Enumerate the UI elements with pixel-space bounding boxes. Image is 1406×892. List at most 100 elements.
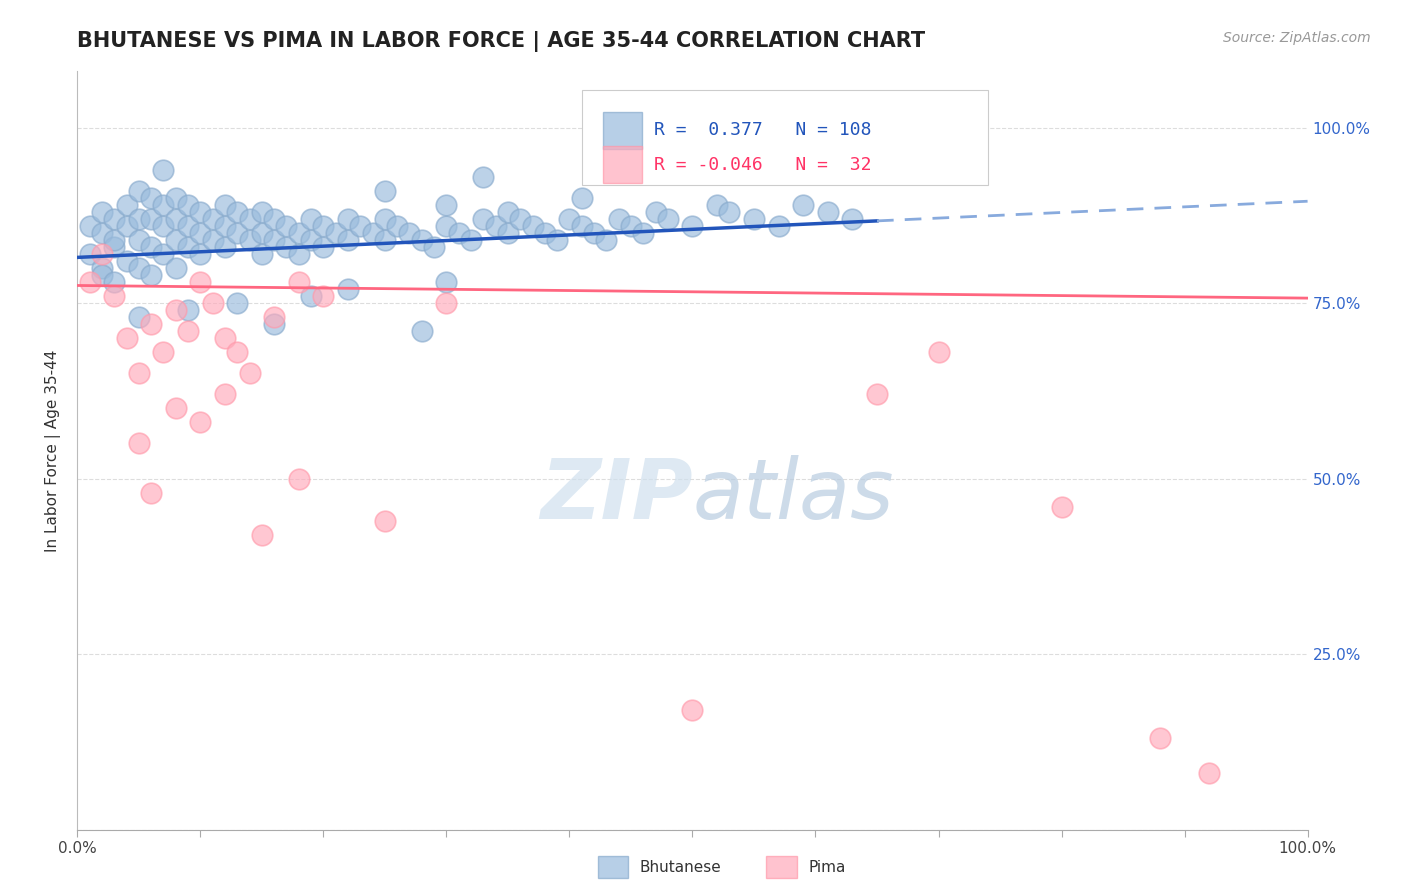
Point: [263, 211, 285, 226]
Point: [436, 219, 458, 233]
Point: [115, 254, 138, 268]
Point: [165, 191, 187, 205]
Text: ZIP: ZIP: [540, 456, 693, 536]
Point: [239, 211, 262, 226]
Point: [239, 233, 262, 247]
Point: [768, 219, 790, 233]
Point: [436, 275, 458, 289]
Point: [633, 226, 655, 240]
Point: [177, 198, 200, 212]
Point: [250, 204, 273, 219]
Point: [79, 219, 101, 233]
Point: [620, 219, 643, 233]
Y-axis label: In Labor Force | Age 35-44: In Labor Force | Age 35-44: [45, 350, 62, 551]
Point: [177, 303, 200, 318]
Point: [583, 226, 606, 240]
Point: [90, 204, 114, 219]
Point: [79, 275, 101, 289]
Point: [472, 169, 495, 184]
Point: [349, 219, 371, 233]
Point: [411, 233, 433, 247]
Point: [485, 219, 508, 233]
Point: [312, 219, 335, 233]
Point: [226, 296, 249, 310]
FancyBboxPatch shape: [582, 90, 988, 186]
Point: [288, 275, 311, 289]
Text: R =  0.377   N = 108: R = 0.377 N = 108: [654, 121, 872, 139]
Point: [214, 240, 236, 254]
Point: [374, 514, 396, 528]
Point: [682, 219, 704, 233]
Point: [250, 527, 273, 541]
Point: [496, 204, 519, 219]
Point: [436, 296, 458, 310]
Point: [312, 240, 335, 254]
Point: [90, 247, 114, 261]
Bar: [766, 856, 797, 878]
Point: [128, 211, 150, 226]
Point: [325, 226, 347, 240]
Text: BHUTANESE VS PIMA IN LABOR FORCE | AGE 35-44 CORRELATION CHART: BHUTANESE VS PIMA IN LABOR FORCE | AGE 3…: [77, 31, 925, 53]
Point: [276, 240, 298, 254]
Point: [128, 233, 150, 247]
Point: [385, 219, 409, 233]
Point: [152, 162, 174, 177]
Point: [115, 219, 138, 233]
Point: [141, 268, 163, 282]
Point: [841, 211, 863, 226]
Point: [90, 226, 114, 240]
Point: [299, 289, 322, 303]
Point: [250, 226, 273, 240]
Point: [312, 289, 335, 303]
Point: [128, 310, 150, 324]
Point: [682, 703, 704, 717]
Point: [595, 233, 617, 247]
Point: [165, 260, 187, 275]
Text: Pima: Pima: [808, 860, 846, 874]
Point: [571, 191, 593, 205]
Point: [374, 211, 396, 226]
Point: [152, 345, 174, 359]
Point: [188, 275, 212, 289]
Point: [103, 240, 125, 254]
Point: [1050, 500, 1073, 514]
Point: [165, 401, 187, 416]
Point: [188, 226, 212, 240]
Point: [90, 260, 114, 275]
Bar: [603, 146, 643, 183]
Point: [201, 211, 224, 226]
Point: [165, 211, 187, 226]
Point: [718, 204, 741, 219]
Point: [115, 331, 138, 345]
Point: [201, 233, 224, 247]
Point: [141, 191, 163, 205]
Point: [90, 268, 114, 282]
Point: [214, 331, 236, 345]
Point: [866, 387, 889, 401]
Point: [239, 366, 262, 380]
Point: [817, 204, 839, 219]
Point: [288, 226, 311, 240]
Point: [128, 366, 150, 380]
Point: [1198, 766, 1220, 780]
Point: [115, 198, 138, 212]
Point: [128, 260, 150, 275]
Text: atlas: atlas: [693, 456, 894, 536]
Point: [141, 485, 163, 500]
Point: [644, 204, 666, 219]
Point: [214, 219, 236, 233]
Point: [411, 324, 433, 338]
Point: [214, 198, 236, 212]
Point: [188, 204, 212, 219]
Point: [928, 345, 950, 359]
Point: [128, 184, 150, 198]
Point: [263, 317, 285, 331]
Bar: [598, 856, 628, 878]
Point: [152, 198, 174, 212]
Point: [103, 233, 125, 247]
Point: [226, 345, 249, 359]
Point: [276, 219, 298, 233]
Point: [288, 247, 311, 261]
Point: [263, 310, 285, 324]
Point: [288, 471, 311, 485]
